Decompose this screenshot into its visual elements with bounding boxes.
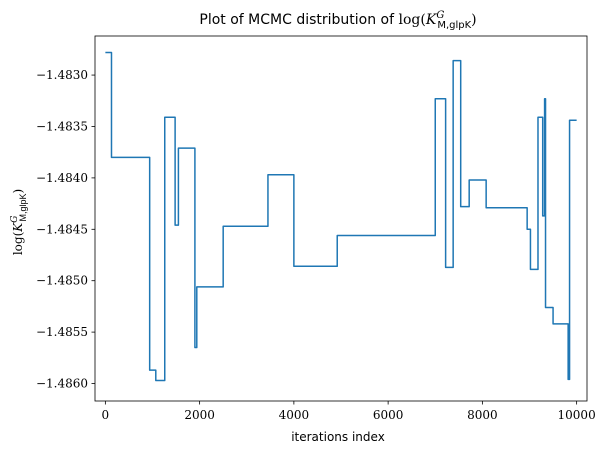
mcmc-trace-line — [105, 51, 577, 382]
y-tick-label: −1.4840 — [36, 171, 88, 185]
x-tick-label: 2000 — [184, 408, 215, 422]
y-tick-label: −1.4855 — [36, 325, 88, 339]
x-tick-label: 10000 — [558, 408, 596, 422]
y-tick-label: −1.4845 — [36, 222, 88, 236]
chart-title: Plot of MCMC distribution of log(KG M,glp… — [199, 10, 476, 31]
plot-frame — [94, 35, 588, 402]
y-tick-label: −1.4830 — [36, 68, 88, 82]
y-tick-label: −1.4835 — [36, 119, 88, 133]
x-axis-label: iterations index — [291, 430, 385, 444]
x-tick-label: 4000 — [279, 408, 310, 422]
y-axis-label: log(KGM,glpK) — [10, 189, 28, 255]
y-tick-label: −1.4850 — [36, 274, 88, 288]
x-tick-label: 0 — [102, 408, 110, 422]
x-tick-label: 6000 — [373, 408, 404, 422]
x-axis: 0 2000 4000 6000 8000 10000 — [102, 401, 596, 422]
x-tick-label: 8000 — [467, 408, 498, 422]
y-axis: −1.4860 −1.4855 −1.4850 −1.4845 −1.4840 −1.48… — [36, 68, 95, 391]
y-tick-label: −1.4860 — [36, 377, 88, 391]
